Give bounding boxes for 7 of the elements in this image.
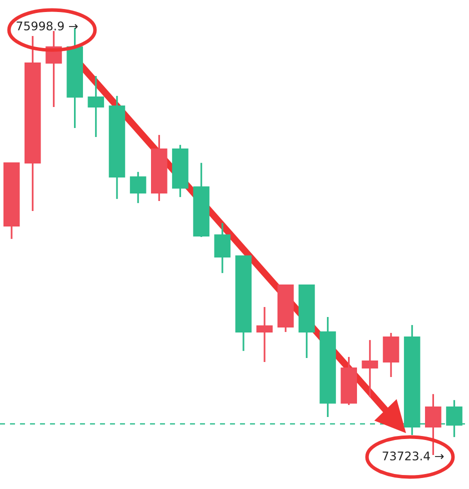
candlestick (214, 222, 231, 274)
candlestick (362, 339, 378, 398)
annotation: 73723.4 → (382, 451, 444, 460)
candlestick (256, 306, 273, 363)
candlestick (130, 171, 146, 204)
candlestick (88, 75, 104, 138)
annotation: 75998.9 → (16, 21, 78, 30)
